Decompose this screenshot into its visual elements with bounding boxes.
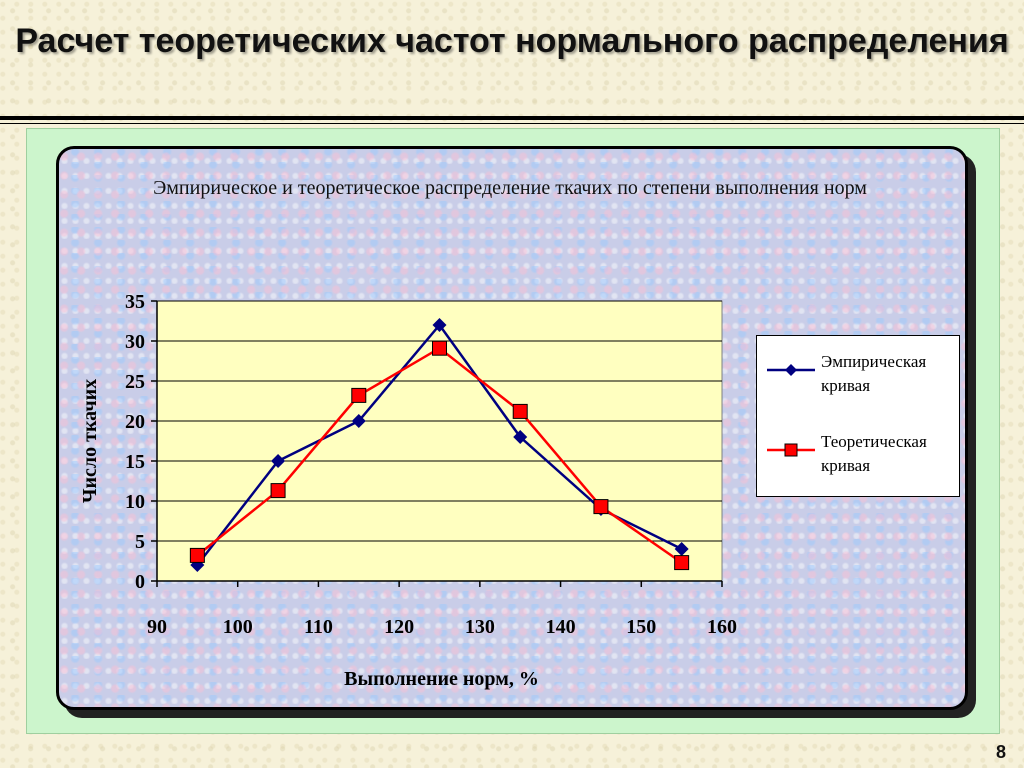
legend-item-theoretical: Теоретическая кривая [757, 430, 959, 490]
chart-title: Эмпирическое и теоретическое распределен… [153, 177, 867, 199]
y-tick-label: 25 [125, 371, 145, 393]
x-tick-label: 140 [546, 616, 576, 638]
data-point-empirical [351, 414, 366, 428]
legend-label-theoretical: Теоретическая кривая [821, 432, 927, 475]
x-tick-label: 150 [626, 616, 656, 638]
data-point-empirical [513, 430, 528, 444]
legend-label-empirical: Эмпирическая кривая [821, 352, 927, 395]
y-tick-label: 5 [135, 531, 145, 553]
x-tick-label: 120 [384, 616, 414, 638]
data-point-theoretical [351, 387, 367, 403]
x-tick-label: 110 [304, 616, 333, 638]
data-point-empirical [674, 542, 689, 556]
x-tick-label: 100 [223, 616, 253, 638]
y-tick-label: 30 [125, 331, 145, 353]
page-number: 8 [995, 742, 1006, 762]
legend-item-empirical: Эмпирическая кривая [757, 350, 959, 410]
chart-legend: Эмпирическая кривая Теоретическая кривая [756, 335, 960, 497]
title-rule-thick [0, 116, 1024, 120]
title-rule-thin [0, 123, 1024, 124]
legend-swatch-theoretical [767, 443, 815, 457]
x-tick-label: 90 [147, 616, 167, 638]
data-point-empirical [271, 454, 286, 468]
data-point-theoretical [270, 483, 286, 499]
data-point-empirical [432, 318, 447, 332]
x-tick-label: 160 [707, 616, 737, 638]
y-tick-label: 15 [125, 451, 145, 473]
y-tick-label: 35 [125, 291, 145, 313]
data-point-theoretical [593, 499, 609, 515]
slide-title: Расчет теоретических частот нормального … [15, 22, 1009, 60]
y-tick-label: 20 [125, 411, 145, 433]
data-point-theoretical [189, 547, 205, 563]
data-point-theoretical [512, 403, 528, 419]
y-axis-label: Число ткачих [79, 379, 101, 503]
legend-swatch-empirical [767, 364, 815, 376]
x-tick-label: 130 [465, 616, 495, 638]
data-point-theoretical [432, 340, 447, 356]
x-axis-label: Выполнение норм, % [344, 668, 539, 690]
y-tick-label: 0 [135, 571, 145, 593]
data-point-theoretical [674, 555, 690, 571]
y-tick-label: 10 [125, 491, 145, 513]
